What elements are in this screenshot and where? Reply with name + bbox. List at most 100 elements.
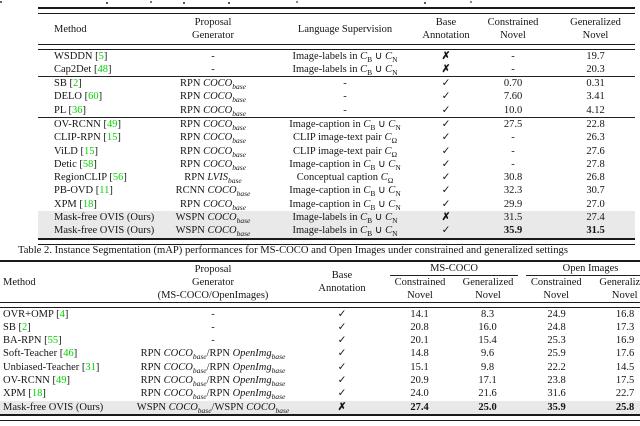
generalized-novel-cell: 4.12 [586,104,605,116]
method-cell: SB [2] [3,321,31,333]
oi-generalized-cell: 16.9 [615,335,635,347]
generalized-novel-cell: 20.3 [586,63,605,75]
citation-link[interactable]: 56 [112,172,124,184]
oi-constrained-cell: 35.9 [547,401,566,413]
base-annotation-cell: ✓ [337,388,347,400]
citation-link[interactable]: 18 [31,388,43,400]
mscoco-generalized-cell: 9.6 [480,348,495,360]
proposal-cell: WSPN COCObase [175,225,251,239]
table-row: Cap2Det [48] - Image-labels in CB ∪ CN ✗ - 20… [38,63,635,76]
group-separator [38,116,635,118]
generalized-novel-cell: 27.0 [586,198,605,210]
citation-link[interactable]: 36 [72,104,83,116]
mscoco-generalized-cell: 17.1 [478,374,497,386]
oi-constrained-cell: 24.8 [547,321,566,333]
citation-link[interactable]: 49 [56,374,67,386]
base-annotation-cell: ✓ [337,374,347,386]
constrained-novel-cell: 7.60 [503,91,523,103]
language-cell: Image-labels in CB ∪ CN [292,225,398,239]
open-images-cmidrule [526,275,640,276]
column-header-base-annotation: Base Annotation [318,270,366,294]
proposal-cell: RPN COCObase [180,198,246,212]
constrained-novel-cell: - [511,132,515,144]
base-annotation-cell: ✓ [441,145,451,157]
citation-link[interactable]: 60 [88,91,99,103]
table-row: XPM [18] RPN COCObase Image-caption in CB … [38,198,635,211]
table-row: Detic [58] RPN COCObase Image-caption in C… [38,158,635,171]
oi-generalized-cell: 17.6 [615,348,635,360]
proposal-cell: - [211,335,215,347]
base-annotation-cell: ✓ [441,132,451,144]
base-annotation-cell: ✓ [441,118,451,130]
citation-link[interactable]: 4 [59,308,65,320]
table2-header: Method Proposal Generator (MS-COCO/OpenIma… [0,262,640,302]
citation-link[interactable]: 15 [84,145,95,157]
language-cell: Image-caption in CB ∪ CN [289,118,401,133]
mscoco-constrained-cell: 20.1 [410,335,429,347]
table-row: OV-RCNN [49] RPN COCObase Image-caption in… [38,118,635,131]
citation-link[interactable]: 48 [97,63,108,75]
table-row: Unbiased-Teacher [31] RPN COCObase/RPN Op… [0,361,640,374]
constrained-novel-cell: 35.9 [503,225,523,237]
proposal-cell: RPN COCObase [180,104,246,118]
column-header-oi-constrained: Constrained Novel [530,277,582,301]
constrained-novel-cell: 30.8 [503,172,523,184]
citation-link[interactable]: 11 [99,185,110,197]
method-cell: Mask-free OVIS (Ours) [54,225,155,237]
constrained-novel-cell: 27.5 [503,118,523,130]
table2-top-rule [0,260,640,262]
mscoco-generalized-cell: 16.0 [478,321,497,333]
table2-bottom-rule [0,413,640,421]
citation-link[interactable]: 18 [82,198,94,210]
constrained-novel-cell: 10.0 [503,104,523,116]
table-row: SB [2] RPN COCObase - ✓ 0.70 0.31 [38,77,635,90]
base-annotation-cell: ✓ [337,335,347,347]
mscoco-constrained-cell: 14.1 [410,308,429,320]
citation-link[interactable]: 2 [21,321,28,333]
table-row-ours: Mask-free OVIS (Ours) WSPN COCObase Image-… [38,224,635,239]
column-header-mscoco-generalized: Generalized Novel [462,277,514,301]
citation-link[interactable]: 5 [98,50,104,62]
citation-link[interactable]: 15 [106,132,118,144]
proposal-cell: RPN COCObase [180,118,246,133]
citation-link[interactable]: 58 [82,158,94,170]
method-cell: XPM [18] [3,388,46,400]
base-annotation-cell: ✓ [337,308,347,320]
oi-constrained-cell: 25.3 [547,335,566,347]
table1-bottom-rule [38,237,635,245]
table1-header: Method Proposal Generator Language Superv… [38,14,635,44]
citation-link[interactable]: 49 [107,118,118,130]
method-cell: ViLD [15] [54,145,98,157]
table-row: OVR+OMP [4] - ✓ 14.1 8.3 24.9 16.8 [0,308,640,321]
method-cell: Unbiased-Teacher [31] [3,361,100,373]
oi-generalized-cell: 17.3 [615,321,635,333]
method-cell: RegionCLIP [56] [54,172,127,184]
citation-link[interactable]: 31 [85,361,96,373]
column-header-base-annotation: Base Annotation [422,17,470,41]
citation-link[interactable]: 46 [63,348,74,360]
generalized-novel-cell: 0.31 [586,78,605,90]
table1-top-rule [38,7,635,14]
citation-link[interactable]: 55 [47,335,59,347]
citation-link[interactable]: 2 [72,78,79,90]
mscoco-generalized-cell: 25.0 [478,401,497,413]
oi-constrained-cell: 24.9 [547,308,566,320]
table-row: DELO [60] RPN COCObase - ✓ 7.60 3.41 [38,90,635,103]
column-header-constrained-novel: Constrained Novel [487,17,539,41]
proposal-cell: - [211,321,215,333]
language-cell: CLIP image-text pair CΩ [292,145,398,159]
proposal-cell: RPN COCObase [180,145,246,159]
constrained-novel-cell: 0.70 [503,78,523,90]
table2-header-rule [0,302,640,308]
table-row: XPM [18] RPN COCObase/RPN OpenImgbase ✓ 24.… [0,387,640,400]
method-cell: Mask-free OVIS (Ours) [54,212,155,224]
table-row: PB-OVD [11] RCNN COCObase Image-caption in… [38,184,635,197]
clipped-caption-fragment [0,1,2,3]
column-header-language-supervision: Language Supervision [297,23,393,35]
oi-constrained-cell: 23.8 [547,374,566,386]
base-annotation-cell: ✗ [441,212,451,224]
method-cell: WSDDN [5] [54,50,108,62]
generalized-novel-cell: 31.5 [586,225,605,237]
language-cell: Image-labels in CB ∪ CN [292,212,398,226]
